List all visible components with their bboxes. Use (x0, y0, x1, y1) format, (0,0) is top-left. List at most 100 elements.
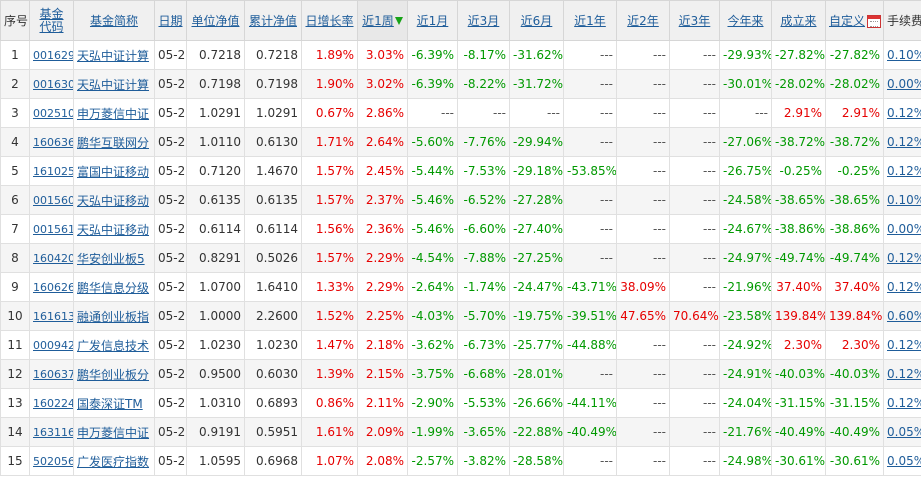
fund-code-link[interactable]: 161025 (33, 165, 74, 178)
fund-name-link[interactable]: 国泰深证TM (77, 396, 143, 411)
fund-name-link[interactable]: 天弘中证计算 (77, 77, 150, 92)
fund-code-link[interactable]: 160636 (33, 136, 74, 149)
row-month6: -29.94% (509, 127, 564, 157)
header-week1[interactable]: 近1周 (357, 0, 408, 41)
row-since: -30.61% (771, 446, 826, 476)
row-seq: 3 (0, 98, 30, 128)
fund-name-link-cell: 申万菱信中证 (73, 417, 155, 447)
row-acc-nav: 0.7198 (244, 69, 302, 99)
fund-name-link[interactable]: 天弘中证移动 (77, 222, 150, 237)
row-custom: -30.61% (825, 446, 884, 476)
fund-name-link[interactable]: 申万菱信中证 (77, 106, 150, 121)
fee-link[interactable]: 0.05% (887, 454, 921, 468)
fund-name-link[interactable]: 广发医疗指数 (77, 454, 150, 469)
fund-code-link-cell: 160636 (29, 127, 74, 157)
fund-code-link[interactable]: 000942 (33, 339, 74, 352)
fund-name-link[interactable]: 天弘中证计算 (77, 48, 150, 63)
table-row: 1001629天弘中证计算05-200.72180.72181.89%3.03%… (0, 40, 921, 70)
header-nav[interactable]: 单位净值 (186, 0, 245, 41)
fund-name-link[interactable]: 广发信息技术 (77, 338, 150, 353)
fee-link[interactable]: 0.12% (887, 396, 921, 410)
header-year3[interactable]: 近3年 (669, 0, 720, 41)
header-year2[interactable]: 近2年 (616, 0, 670, 41)
fund-code-link-cell: 160626 (29, 272, 74, 302)
fund-name-link[interactable]: 鹏华信息分级 (77, 280, 150, 295)
row-seq: 9 (0, 272, 30, 302)
fund-code-link[interactable]: 160637 (33, 368, 74, 381)
fee-link-cell: 0.12% (883, 388, 921, 418)
header-ytd[interactable]: 今年来 (719, 0, 772, 41)
fund-name-link[interactable]: 天弘中证移动 (77, 193, 150, 208)
header-daily[interactable]: 日增长率 (301, 0, 358, 41)
row-ytd: -21.96% (719, 272, 772, 302)
table-row: 6001560天弘中证移动05-200.61350.61351.57%2.37%… (0, 185, 921, 215)
fund-code-link[interactable]: 160224 (33, 397, 74, 410)
row-custom: -40.49% (825, 417, 884, 447)
header-code[interactable]: 基金代码 (29, 0, 74, 41)
row-seq: 5 (0, 156, 30, 186)
fund-code-link[interactable]: 001630 (33, 78, 74, 91)
row-acc-nav: 0.7218 (244, 40, 302, 70)
fee-link[interactable]: 0.12% (887, 280, 921, 294)
fund-code-link[interactable]: 001561 (33, 223, 74, 236)
fee-link[interactable]: 0.12% (887, 106, 921, 120)
fund-code-link[interactable]: 001629 (33, 49, 74, 62)
fee-link[interactable]: 0.00% (887, 77, 921, 91)
fee-link[interactable]: 0.10% (887, 48, 921, 62)
fund-name-link[interactable]: 鹏华互联网分 (77, 135, 150, 150)
row-ytd: -26.75% (719, 156, 772, 186)
header-date[interactable]: 日期 (154, 0, 187, 41)
fee-link[interactable]: 0.12% (887, 338, 921, 352)
fee-link-cell: 0.12% (883, 272, 921, 302)
row-week1: 3.03% (357, 40, 408, 70)
fund-code-link[interactable]: 502056 (33, 455, 74, 468)
fund-code-link[interactable]: 160420 (33, 252, 74, 265)
fee-link[interactable]: 0.05% (887, 425, 921, 439)
row-date: 05-20 (154, 98, 187, 128)
fund-name-link[interactable]: 申万菱信中证 (77, 425, 150, 440)
header-month1[interactable]: 近1月 (407, 0, 458, 41)
fund-name-link[interactable]: 富国中证移动 (77, 164, 150, 179)
fee-link[interactable]: 0.00% (887, 222, 921, 236)
fund-name-link[interactable]: 华安创业板5 (77, 251, 145, 266)
header-year1[interactable]: 近1年 (563, 0, 617, 41)
fund-code-link[interactable]: 163116 (33, 426, 74, 439)
fund-code-link[interactable]: 001560 (33, 194, 74, 207)
table-row: 3002510申万菱信中证05-201.02911.02910.67%2.86%… (0, 98, 921, 128)
header-name[interactable]: 基金简称 (73, 0, 155, 41)
fund-code-link[interactable]: 160626 (33, 281, 74, 294)
fund-name-link[interactable]: 鹏华创业板分 (77, 367, 150, 382)
header-since[interactable]: 成立来 (771, 0, 826, 41)
fund-code-link-cell: 161025 (29, 156, 74, 186)
fund-code-link-cell: 001560 (29, 185, 74, 215)
row-year2: --- (616, 98, 670, 128)
row-daily: 1.57% (301, 156, 358, 186)
row-nav: 1.0230 (186, 330, 245, 360)
fund-code-link[interactable]: 002510 (33, 107, 74, 120)
fee-link[interactable]: 0.60% (887, 309, 921, 323)
row-year1: --- (563, 214, 617, 244)
fund-name-link[interactable]: 融通创业板指 (77, 309, 150, 324)
row-year2: --- (616, 446, 670, 476)
row-ytd: -24.67% (719, 214, 772, 244)
fund-code-link[interactable]: 161613 (33, 310, 74, 323)
row-month3: -3.82% (457, 446, 510, 476)
fee-link[interactable]: 0.12% (887, 367, 921, 381)
header-month6[interactable]: 近6月 (509, 0, 564, 41)
row-year2: --- (616, 359, 670, 389)
fee-link[interactable]: 0.12% (887, 135, 921, 149)
header-month3[interactable]: 近3月 (457, 0, 510, 41)
row-date: 05-20 (154, 417, 187, 447)
row-nav: 1.0110 (186, 127, 245, 157)
fee-link[interactable]: 0.12% (887, 164, 921, 178)
fee-link[interactable]: 0.10% (887, 193, 921, 207)
fund-code-link-cell: 002510 (29, 98, 74, 128)
table-row: 7001561天弘中证移动05-200.61140.61141.56%2.36%… (0, 214, 921, 244)
header-acc-nav[interactable]: 累计净值 (244, 0, 302, 41)
fee-link[interactable]: 0.12% (887, 251, 921, 265)
row-month1: -2.90% (407, 388, 458, 418)
header-custom[interactable]: 自定义 (825, 0, 884, 41)
fund-code-link-cell: 000942 (29, 330, 74, 360)
calendar-icon[interactable] (867, 15, 882, 28)
